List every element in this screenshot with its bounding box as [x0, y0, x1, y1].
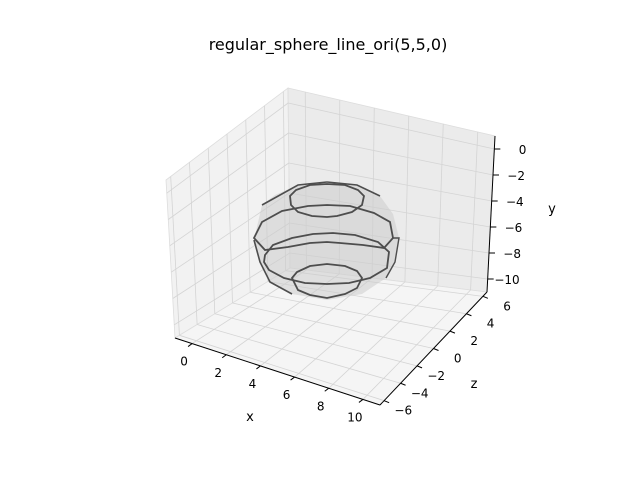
y-grid-left — [168, 132, 289, 220]
z-tick-label: −2 — [427, 369, 445, 383]
x-axis-label: x — [246, 410, 254, 425]
z-tick-mark — [416, 365, 423, 369]
z-tick-mark — [466, 313, 472, 317]
z-grid-left — [207, 148, 216, 314]
z-grid-left — [226, 133, 233, 304]
x-tick-label: 10 — [347, 410, 362, 424]
x-grid-back — [470, 131, 479, 291]
z-tick-label: 4 — [487, 317, 495, 331]
y-grid-back — [288, 162, 492, 202]
z-tick-mark — [482, 295, 489, 299]
y-grid-left — [166, 102, 289, 194]
y-tick-label: −2 — [507, 169, 525, 183]
sphere-right-outline — [326, 181, 381, 197]
y-axis-label: y — [548, 202, 556, 217]
z-tick-mark — [383, 400, 390, 404]
z-grid-left — [245, 119, 251, 293]
sphere-ring-4 — [290, 263, 364, 299]
x-tick-mark — [324, 387, 330, 392]
z-tick-label: 0 — [454, 352, 462, 366]
sphere-left-outline — [261, 181, 328, 206]
sphere-silhouette — [254, 182, 399, 300]
x-tick-mark — [290, 376, 295, 381]
x-tick-mark — [187, 343, 193, 347]
z-grid-floor — [232, 302, 434, 349]
z-tick-label: −4 — [411, 386, 429, 400]
y-grid-back — [288, 102, 495, 150]
z-grid-left — [170, 176, 180, 336]
x-tick-label: 2 — [214, 366, 222, 380]
sphere-lower-outline — [253, 239, 293, 295]
z-tick-mark — [433, 348, 439, 351]
y-grid-left — [169, 162, 290, 247]
sphere-ring-1 — [289, 183, 365, 218]
x-grid-back — [404, 115, 410, 283]
y-tick-label: −4 — [506, 195, 524, 209]
x-tick-label: 8 — [317, 399, 325, 413]
z-tick-label: −6 — [394, 404, 412, 418]
y-grid-back — [288, 132, 494, 176]
x-tick-label: 6 — [283, 388, 291, 402]
z-grid-floor — [179, 334, 385, 402]
x-tick-mark — [221, 354, 227, 359]
x-tick-mark — [256, 365, 261, 370]
z-tick-mark — [400, 382, 406, 386]
sphere-ring-3 — [263, 232, 390, 285]
y-tick-label: −10 — [494, 273, 519, 287]
z-grid-left — [189, 162, 198, 325]
x-grid-back — [437, 123, 444, 287]
z-grid-floor — [197, 324, 401, 384]
z-grid-floor — [214, 313, 418, 367]
z-axis-label: z — [471, 377, 478, 392]
x-tick-label: 4 — [249, 377, 257, 391]
z-tick-label: 2 — [470, 334, 478, 348]
sphere-right-lower-outline — [385, 237, 400, 279]
z-grid-floor — [250, 291, 451, 332]
x-axis-line — [174, 337, 381, 406]
z-tick-mark — [449, 330, 456, 334]
x-tick-mark — [358, 399, 364, 403]
sphere-wireframe — [252, 181, 400, 300]
y-tick-label: 0 — [519, 143, 527, 157]
x-tick-label: 0 — [180, 355, 188, 369]
y-tick-label: −6 — [505, 221, 523, 235]
y-axis-line — [486, 135, 496, 293]
y-tick-label: −8 — [503, 247, 521, 261]
z-tick-label: 6 — [503, 299, 511, 313]
chart-title: regular_sphere_line_ori(5,5,0) — [209, 35, 448, 55]
